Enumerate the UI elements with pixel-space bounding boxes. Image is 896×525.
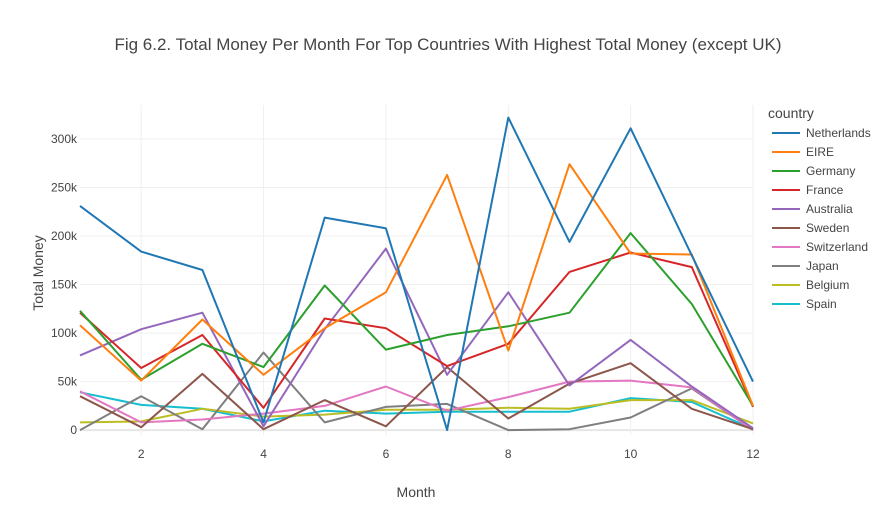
y-axis-ticks: 0 50k 100k 150k 200k 250k 300k [51,132,78,437]
x-axis-ticks: 2 4 6 8 10 12 [138,447,760,461]
series-line-netherlands [79,116,754,432]
legend-item-spain[interactable]: Spain [772,297,837,311]
series-line-sweden [79,362,754,431]
series-line-france [79,251,754,409]
x-axis-label: Month [397,484,436,500]
series-line-germany [79,232,754,407]
legend-label: Belgium [806,278,849,292]
legend-items[interactable]: Netherlands EIRE Germany France Australia Swe… [772,126,871,311]
y-tick-label: 50k [58,375,78,389]
legend-item-australia[interactable]: Australia [772,202,853,216]
legend-label: Japan [806,259,839,273]
legend-item-sweden[interactable]: Sweden [772,221,849,235]
legend-label: Switzerland [806,240,868,254]
series-line-eire [79,163,754,407]
legend-label: Netherlands [806,126,871,140]
chart-title: Fig 6.2. Total Money Per Month For Top C… [114,35,781,54]
x-tick-label: 4 [260,447,267,461]
legend-item-eire[interactable]: EIRE [772,145,834,159]
legend-item-france[interactable]: France [772,183,844,197]
series-line-belgium [79,399,754,425]
series-line-japan [79,351,754,432]
y-tick-label: 200k [51,229,78,243]
legend-label: EIRE [806,145,834,159]
series-line-spain [79,391,754,431]
y-tick-label: 250k [51,181,78,195]
y-tick-label: 150k [51,278,78,292]
legend-label: France [806,183,844,197]
series-line-switzerland [79,379,754,431]
legend-item-netherlands[interactable]: Netherlands [772,126,871,140]
legend-label: Australia [806,202,853,216]
x-tick-label: 2 [138,447,145,461]
y-axis-label: Total Money [30,235,46,310]
legend-item-belgium[interactable]: Belgium [772,278,849,292]
series-lines [79,116,754,432]
series-line-australia [79,247,754,430]
grid [80,105,754,435]
legend-label: Spain [806,297,837,311]
x-tick-label: 10 [624,447,638,461]
legend-title: country [768,105,814,121]
y-tick-label: 0 [70,423,77,437]
legend[interactable]: country Netherlands EIRE Germany France Aust… [768,105,871,311]
x-tick-label: 12 [746,447,760,461]
legend-item-germany[interactable]: Germany [772,164,855,178]
legend-item-japan[interactable]: Japan [772,259,839,273]
x-tick-label: 8 [505,447,512,461]
y-tick-label: 300k [51,132,78,146]
y-tick-label: 100k [51,326,78,340]
legend-label: Germany [806,164,855,178]
legend-item-switzerland[interactable]: Switzerland [772,240,868,254]
x-tick-label: 6 [383,447,390,461]
legend-label: Sweden [806,221,849,235]
